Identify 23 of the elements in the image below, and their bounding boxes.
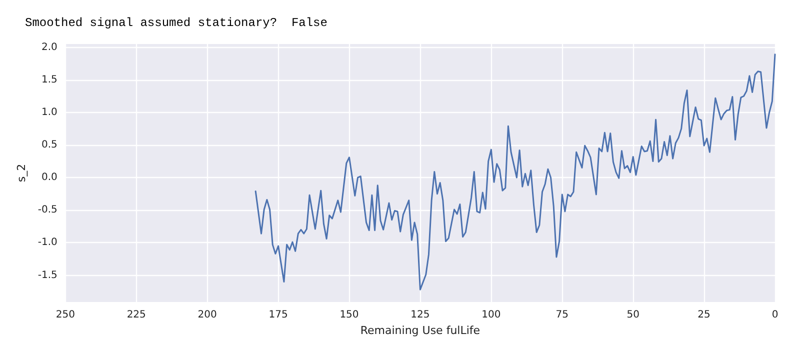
line-series <box>254 54 776 290</box>
x-tick-label: 175 <box>268 310 288 320</box>
y-tick-label: -0.5 <box>38 204 58 216</box>
x-tick-label: 25 <box>698 310 710 320</box>
y-tick-label: -1.5 <box>38 270 58 281</box>
y-tick-label: 0.0 <box>42 172 58 184</box>
x-tick-label: 100 <box>482 310 501 320</box>
y-axis-title: s_2 <box>15 164 28 182</box>
y-tick-label: 1.0 <box>42 106 58 118</box>
y-tick-label: 1.5 <box>42 74 58 86</box>
x-axis-title: Remaining Use fulLife <box>360 324 480 337</box>
x-tick-label: 225 <box>126 310 146 320</box>
x-tick-label: 0 <box>772 310 778 320</box>
x-tick-label: 75 <box>556 310 568 320</box>
y-tick-label: -1.0 <box>38 237 58 248</box>
y-tick-label: 2.0 <box>42 42 58 53</box>
x-tick-label: 150 <box>340 310 359 320</box>
x-tick-label: 50 <box>626 310 640 320</box>
x-tick-label: 125 <box>410 310 430 320</box>
chart-title: Smoothed signal assumed stationary? False <box>25 16 328 30</box>
y-tick-label: 0.5 <box>42 139 58 150</box>
x-tick-label: 200 <box>198 310 217 320</box>
x-tick-label: 250 <box>56 310 75 320</box>
